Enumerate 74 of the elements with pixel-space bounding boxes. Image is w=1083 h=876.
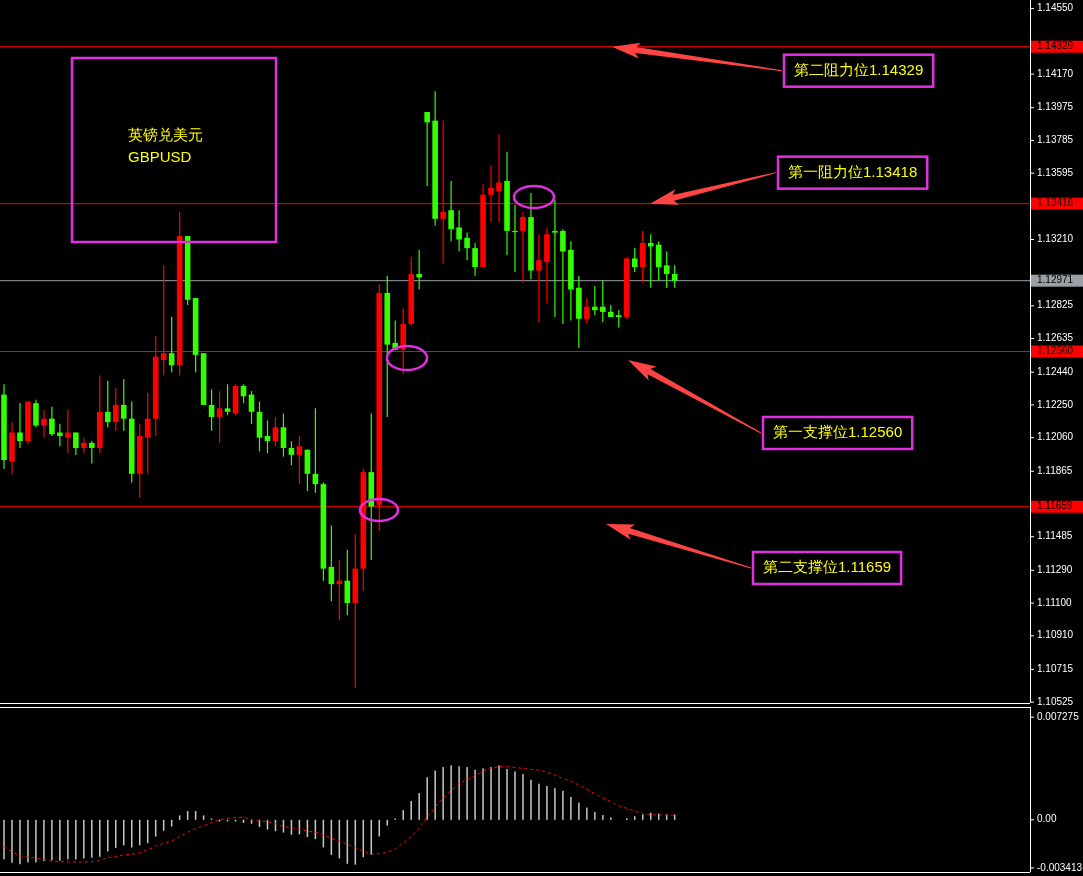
candlestick [472, 242, 478, 277]
candlestick [448, 180, 454, 242]
y-tick-label: 1.10525 [1037, 695, 1074, 707]
candlestick [631, 247, 638, 273]
candlestick [584, 297, 590, 325]
candlestick [89, 440, 95, 465]
candlestick [671, 264, 678, 289]
candlestick [65, 409, 71, 454]
y-tick-label: 1.11485 [1037, 530, 1073, 542]
y-tick-label: 0.007275 [1037, 710, 1080, 722]
ref-line-label: 1.13418 [1037, 197, 1074, 209]
candlestick [288, 440, 295, 466]
ref-line-label: 1.11659 [1037, 500, 1073, 512]
annotation: 第一支撑位1.12560 [773, 422, 903, 440]
candlestick [73, 431, 79, 456]
candlestick [144, 392, 151, 475]
annotation-box: 第一阻力位1.13418 [650, 155, 929, 205]
y-tick-label: 1.10715 [1037, 663, 1074, 675]
y-tick-label: 1.13210 [1037, 233, 1074, 245]
title-box: 英镑兑美元 GBPUSD [70, 56, 278, 244]
candlestick [560, 228, 566, 325]
candlestick [647, 233, 654, 289]
candlestick [520, 211, 526, 284]
y-tick-label: 1.12635 [1037, 332, 1074, 344]
annotation-box: 第二阻力位1.14329 [612, 42, 935, 88]
annotation: 第一阻力位1.13418 [788, 162, 918, 180]
candlestick [112, 387, 119, 432]
y-tick-label: 1.14170 [1037, 67, 1074, 79]
annotation: 第二阻力位1.14329 [794, 60, 924, 78]
candlestick [105, 380, 111, 428]
candlestick [57, 423, 63, 447]
candlestick [416, 249, 422, 291]
candlestick [41, 409, 47, 439]
y-tick-label: 1.10910 [1037, 629, 1074, 641]
y-tick-label: 1.11865 [1037, 464, 1073, 476]
candlestick [224, 383, 231, 416]
candlestick [49, 406, 55, 437]
ref-line-label: 1.12560 [1037, 345, 1074, 357]
annotation: 第二支撑位1.11659 [763, 557, 892, 575]
candlestick [536, 233, 542, 323]
candlestick [464, 232, 470, 261]
line-series [3, 766, 676, 863]
y-tick-label: 1.13975 [1037, 101, 1074, 113]
y-tick-label: 1.11100 [1037, 596, 1073, 608]
y-tick-label: 1.11290 [1037, 563, 1073, 575]
candlestick [272, 416, 279, 447]
candlestick [663, 250, 670, 289]
y-tick-label: 0.00 [1037, 813, 1057, 825]
candlestick [168, 316, 175, 373]
annotation-box: 第一支撑位1.12560 [628, 360, 914, 451]
y-tick-label: 1.14550 [1037, 2, 1074, 14]
candlestick [424, 111, 430, 187]
candlestick [655, 240, 662, 282]
annotation-box: 第二支撑位1.11659 [606, 524, 903, 586]
ref-line-label: 1.12971 [1037, 274, 1074, 286]
candlestick [216, 390, 223, 444]
candlestick [552, 199, 558, 318]
candlestick [456, 209, 462, 253]
candlestick [208, 388, 215, 432]
candlestick [600, 280, 606, 323]
candlestick [33, 399, 39, 428]
y-tick-label: 1.12060 [1037, 431, 1074, 443]
y-tick-label: -0.003413 [1037, 861, 1083, 873]
y-tick-label: 1.13595 [1037, 166, 1074, 178]
y-tick-label: 1.12440 [1037, 365, 1074, 377]
ref-line-label: 1.14329 [1037, 40, 1074, 52]
candlestick [592, 285, 598, 316]
candlestick [120, 378, 127, 432]
y-tick-label: 1.12250 [1037, 398, 1074, 410]
candlestick [17, 402, 23, 449]
candlestick [280, 412, 287, 458]
y-tick-label: 1.13785 [1037, 134, 1074, 146]
candlestick [296, 435, 303, 485]
y-tick-label: 1.12825 [1037, 299, 1074, 311]
